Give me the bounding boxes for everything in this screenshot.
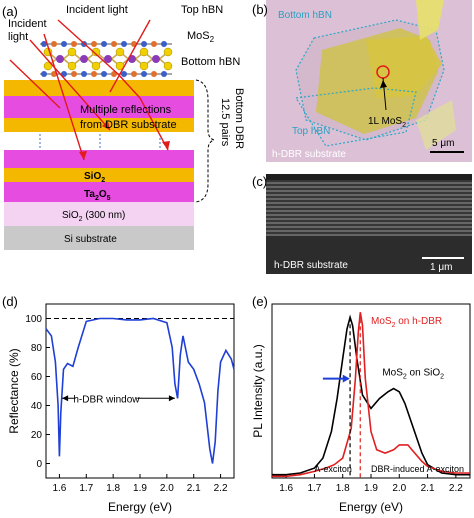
panel-b-mos2-label: 1L MoS2 xyxy=(368,116,406,129)
x-tick-label: 2.0 xyxy=(160,483,174,494)
x-tick-label: 1.6 xyxy=(279,483,293,494)
x-tick-label: 1.8 xyxy=(106,483,120,494)
panel-b-bottom-hbn-label: Bottom hBN xyxy=(278,10,332,21)
ta2o5-layer-label: Ta2O5 xyxy=(84,189,111,202)
y-tick-label: 40 xyxy=(31,401,43,412)
top-hbn-outline xyxy=(294,87,417,147)
x-tick-label: 1.7 xyxy=(79,483,93,494)
x-tick-label: 1.7 xyxy=(307,483,321,494)
x-axis-title: Energy (eV) xyxy=(339,500,403,514)
reflectance-series-line xyxy=(45,317,235,464)
y-axis-title: Reflectance (%) xyxy=(7,348,21,433)
multiple-reflections-label: Multiple reflections xyxy=(80,104,172,116)
shift-arrow-head xyxy=(342,374,350,383)
bottom-hbn-label: Bottom hBN xyxy=(181,56,240,68)
incident-label-line1: Incident xyxy=(8,18,47,30)
bottom-dbr-label: Bottom DBR xyxy=(233,88,245,149)
mos2-label: MoS2 xyxy=(187,30,215,44)
x-tick-label: 2.2 xyxy=(449,483,463,494)
window-arrow-right xyxy=(168,395,175,402)
dbr-ta2o5-layer xyxy=(4,80,194,96)
panel-a: (a) xyxy=(2,4,245,250)
panel-a-label: (a) xyxy=(2,4,18,19)
panel-e-label: (e) xyxy=(252,294,268,309)
dbr-sio2-layer-label-bg xyxy=(4,168,194,182)
x-tick-label: 2.0 xyxy=(392,483,406,494)
si-substrate-label: Si substrate xyxy=(64,234,117,245)
y-axis-title: PL Intensity (a.u.) xyxy=(251,344,265,438)
sio2-pl-series-line xyxy=(272,314,470,476)
dbr-pl-series-line xyxy=(272,312,470,478)
x-tick-label: 1.9 xyxy=(133,483,147,494)
reflectance-chart: 1.6 1.7 1.8 1.9 2.0 2.1 2.2 0 20 40 60 80 100 Energy … xyxy=(7,303,235,514)
bottom-dbr-bracket xyxy=(195,79,216,203)
panel-b-optical-image: Bottom hBN Top hBN 1L MoS2 h-DBR substra… xyxy=(266,0,472,162)
window-label: h-DBR window xyxy=(73,394,140,405)
incident-light-arrows xyxy=(9,19,169,161)
dbr-pairs-label: 12.5 pairs xyxy=(219,98,231,147)
panel-b-label: (b) xyxy=(252,2,268,17)
panel-b-scale-label: 5 μm xyxy=(432,138,454,149)
x-tick-label: 1.9 xyxy=(364,483,378,494)
panel-c-scale-label: 1 μm xyxy=(430,262,452,273)
panel-d-label: (d) xyxy=(2,294,18,309)
dbr-ta2o5-layer xyxy=(4,118,194,132)
plot-frame xyxy=(45,303,235,479)
panel-b-top-hbn-label: Top hBN xyxy=(292,126,330,137)
si-substrate-layer xyxy=(4,226,194,250)
panel-c-sem-image: h-DBR substrate 1 μm xyxy=(266,174,472,274)
x-tick-label: 1.6 xyxy=(52,483,66,494)
panel-c-label: (c) xyxy=(252,174,268,189)
plot-frame xyxy=(271,303,471,479)
from-dbr-label: from DBR substrate xyxy=(80,119,177,131)
top-hbn-label: Top hBN xyxy=(181,4,223,16)
sio2-layer-label: SiO2 xyxy=(84,171,105,184)
y-tick-label: 0 xyxy=(36,459,42,470)
incident-label-line2: light xyxy=(8,31,28,43)
y-tick-label: 80 xyxy=(31,343,43,354)
pl-intensity-chart: 1.6 1.7 1.8 1.9 2.0 2.1 2.2 Energy (eV) PL Inten… xyxy=(251,303,471,514)
x-tick-label: 1.8 xyxy=(336,483,350,494)
y-tick-label: 100 xyxy=(25,314,42,325)
y-tick-label: 20 xyxy=(31,430,43,441)
panel-c-substrate-label: h-DBR substrate xyxy=(274,260,348,271)
sio2-series-label: MoS2 on SiO2 xyxy=(382,367,444,380)
dbr-sio2-layer xyxy=(4,96,194,118)
x-axis-title: Energy (eV) xyxy=(108,500,172,514)
x-tick-label: 2.2 xyxy=(214,483,228,494)
dbr-series-label: MoS2 on h-DBR xyxy=(371,316,442,329)
dbr-exciton-label: DBR-induced A-exciton xyxy=(371,464,464,474)
x-tick-label: 2.1 xyxy=(421,483,435,494)
sio2-300nm-label: SiO2 (300 nm) xyxy=(62,210,125,223)
window-label-bg xyxy=(75,391,138,405)
panel-b-substrate-label: h-DBR substrate xyxy=(272,149,346,160)
dbr-sio2-layer xyxy=(4,150,194,168)
y-tick-label: 60 xyxy=(31,372,43,383)
window-arrow-left xyxy=(62,395,69,402)
x-tick-label: 2.1 xyxy=(187,483,201,494)
dbr-ta2o5-layer-label-bg xyxy=(4,182,194,202)
sio2-300nm-layer xyxy=(4,202,194,226)
hbn-mos2-lattice xyxy=(40,41,173,77)
incident-light-label: Incident light xyxy=(66,4,128,16)
a-exciton-label: A-exciton xyxy=(314,464,352,474)
